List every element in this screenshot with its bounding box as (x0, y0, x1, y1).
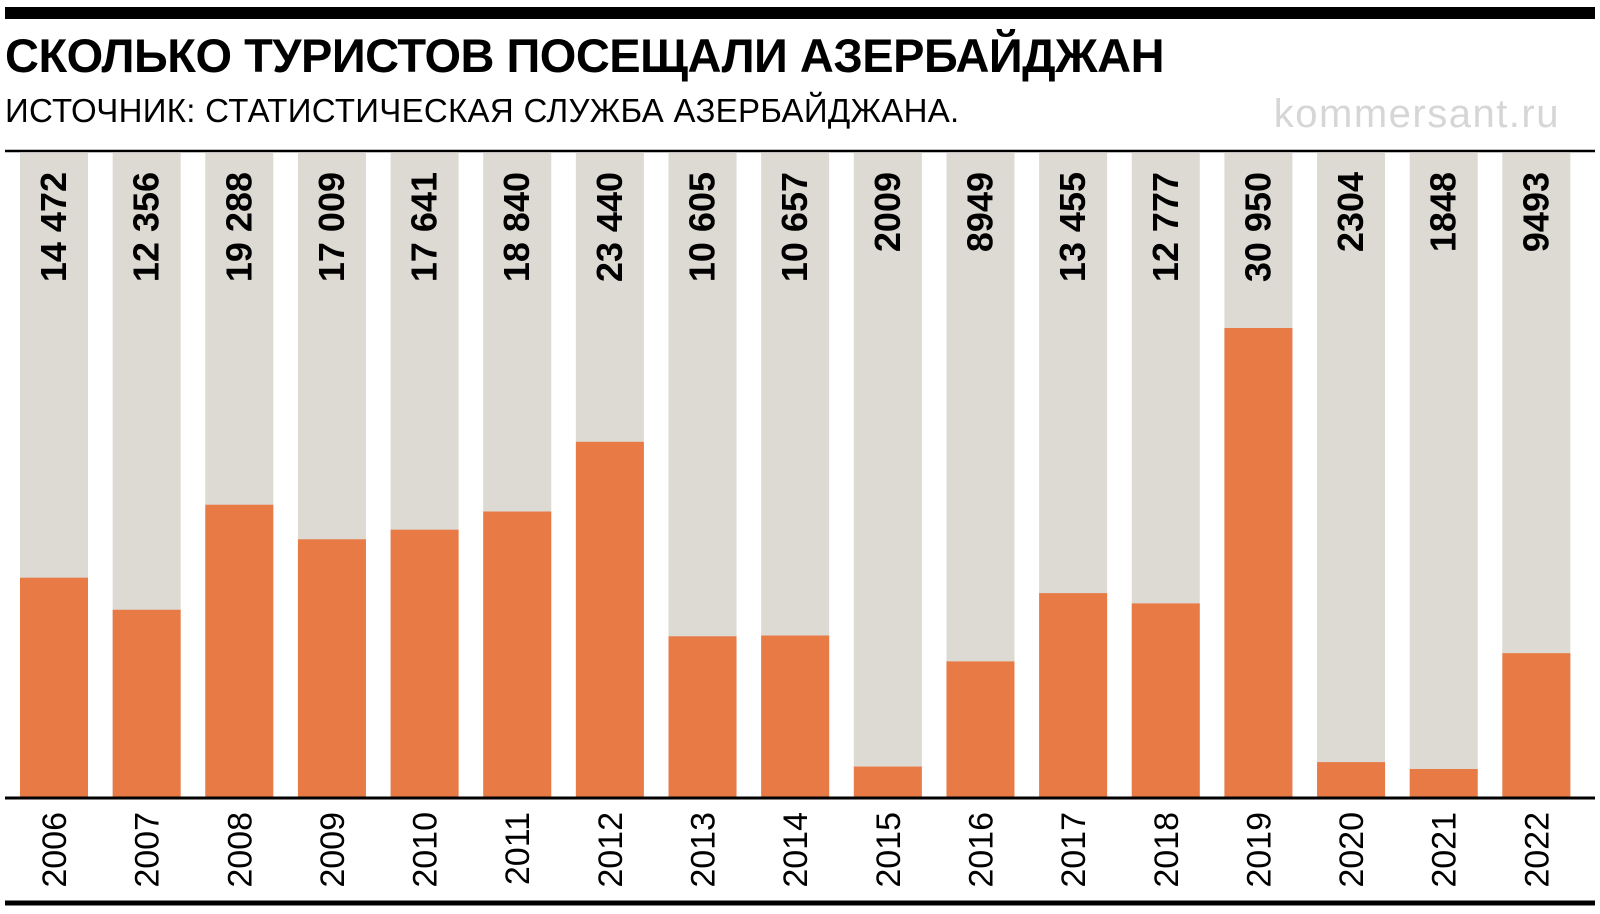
chart-subtitle: ИСТОЧНИК: СТАТИСТИЧЕСКАЯ СЛУЖБА АЗЕРБАЙД… (5, 92, 960, 129)
value-label-2010: 17 641 (404, 172, 445, 282)
value-label-2013: 10 605 (682, 172, 723, 282)
category-label-2009: 2009 (314, 812, 352, 888)
bar-2008 (205, 504, 274, 797)
bar-2011 (483, 511, 552, 797)
category-label-2015: 2015 (870, 812, 908, 888)
bar-2014 (761, 635, 830, 797)
chart-title: СКОЛЬКО ТУРИСТОВ ПОСЕЩАЛИ АЗЕРБАЙДЖАН (5, 29, 1165, 82)
category-label-2019: 2019 (1240, 812, 1278, 888)
bar-track-2015 (853, 153, 922, 797)
bar-2007 (112, 609, 181, 797)
bar-2019 (1224, 328, 1293, 797)
category-label-2006: 2006 (36, 812, 74, 888)
value-label-2020: 2304 (1330, 172, 1371, 252)
bar-2006 (20, 577, 88, 797)
category-label-2010: 2010 (407, 812, 445, 888)
value-label-2011: 18 840 (496, 172, 537, 282)
bar-2009 (297, 539, 366, 797)
value-label-2009: 17 009 (311, 172, 352, 282)
category-label-2016: 2016 (962, 812, 1000, 888)
bar-track-2020 (1317, 153, 1386, 797)
category-label-2017: 2017 (1055, 812, 1093, 888)
bar-2016 (946, 661, 1015, 797)
bar-2017 (1039, 593, 1108, 797)
bar-2015 (853, 766, 922, 797)
bar-track-2021 (1409, 153, 1478, 797)
bar-2012 (575, 441, 644, 797)
value-label-2022: 9493 (1515, 172, 1556, 252)
value-label-2021: 1848 (1423, 172, 1464, 252)
value-label-2008: 19 288 (218, 172, 259, 282)
category-label-2022: 2022 (1518, 812, 1556, 888)
bar-2013 (668, 636, 737, 797)
bar-2020 (1317, 762, 1386, 797)
value-label-2019: 30 950 (1237, 172, 1278, 282)
bar-2018 (1131, 603, 1200, 797)
category-label-2013: 2013 (685, 812, 723, 888)
bar-2010 (390, 529, 459, 797)
value-label-2015: 2009 (867, 172, 908, 252)
category-label-2007: 2007 (129, 812, 167, 888)
value-label-2016: 8949 (959, 172, 1000, 252)
value-label-2007: 12 356 (126, 172, 167, 282)
category-label-2021: 2021 (1426, 812, 1464, 888)
category-label-2018: 2018 (1148, 812, 1186, 888)
category-label-2020: 2020 (1333, 812, 1371, 888)
value-label-2012: 23 440 (589, 172, 630, 282)
category-label-2008: 2008 (221, 812, 259, 888)
brand-label: kommersant.ru (1273, 92, 1560, 136)
value-label-2006: 14 472 (33, 172, 74, 282)
value-label-2014: 10 657 (774, 172, 815, 282)
value-label-2018: 12 777 (1145, 172, 1186, 282)
top-rule (5, 7, 1595, 19)
category-label-2012: 2012 (592, 812, 630, 888)
category-label-2011: 2011 (499, 812, 537, 885)
value-label-2017: 13 455 (1052, 172, 1093, 282)
bar-2021 (1409, 768, 1478, 797)
category-label-2014: 2014 (777, 812, 815, 888)
bar-2022 (1502, 653, 1571, 797)
